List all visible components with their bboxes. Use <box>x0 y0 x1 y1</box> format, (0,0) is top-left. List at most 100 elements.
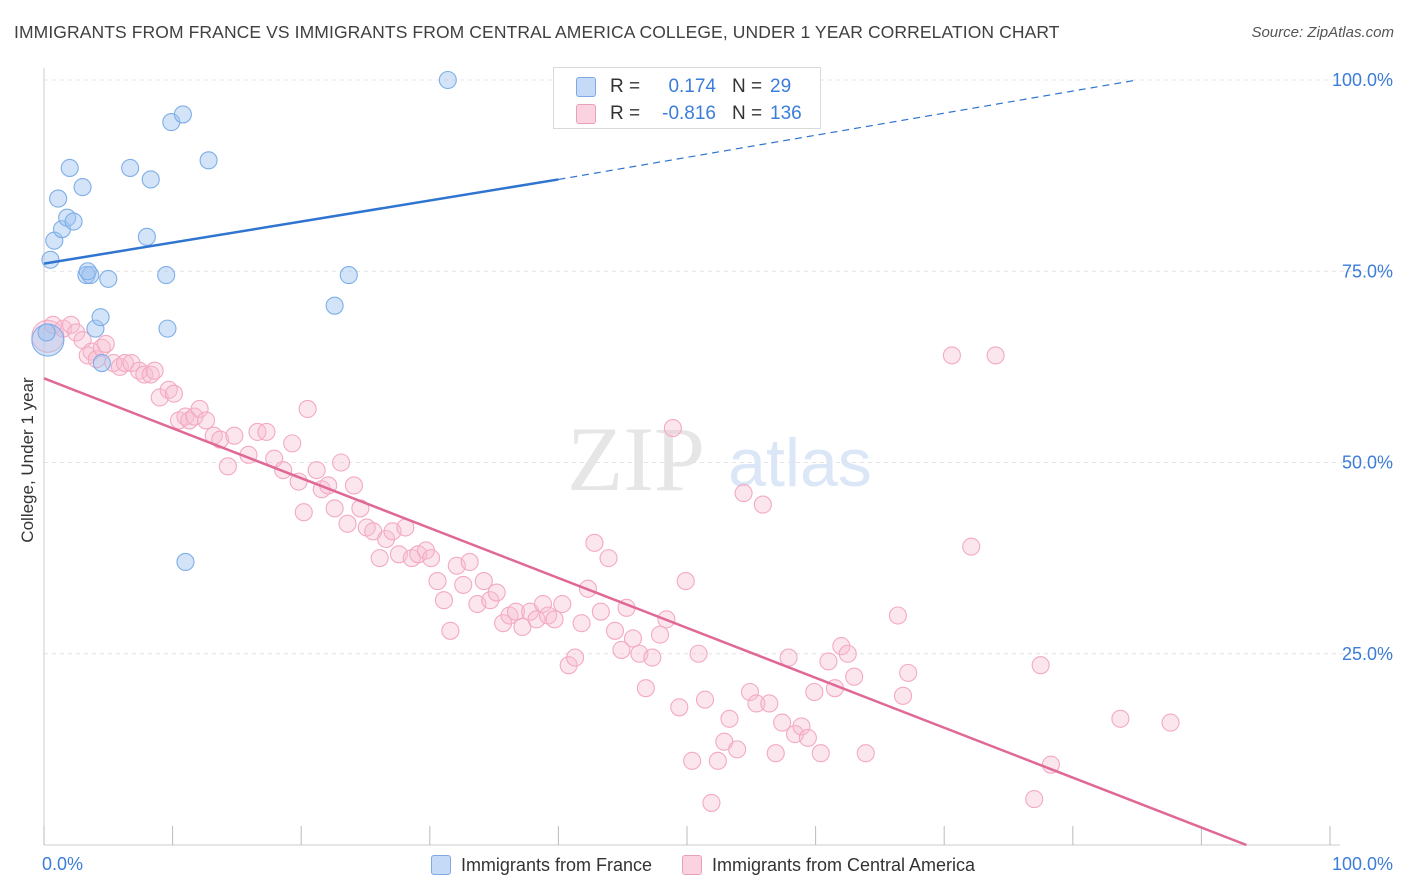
point-central-america <box>734 484 753 503</box>
point-central-america <box>572 614 591 633</box>
point-france <box>64 212 83 231</box>
point-central-america <box>792 717 811 736</box>
point-central-america <box>747 694 766 713</box>
point-france <box>86 319 105 338</box>
point-central-america <box>428 572 447 591</box>
point-central-america <box>164 384 183 403</box>
point-central-america <box>753 495 772 514</box>
point-central-america <box>338 514 357 533</box>
n-value: 29 <box>770 76 792 97</box>
point-central-america <box>962 537 981 556</box>
france-swatch <box>576 77 596 97</box>
r-label: R = <box>610 103 641 124</box>
r-label: R = <box>610 76 641 97</box>
point-france <box>141 170 160 189</box>
point-central-america <box>676 572 695 591</box>
point-central-america <box>689 644 708 663</box>
chart-title: IMMIGRANTS FROM FRANCE VS IMMIGRANTS FRO… <box>14 22 1060 42</box>
point-central-america <box>612 640 631 659</box>
point-central-america <box>190 399 209 419</box>
point-central-america <box>257 422 276 441</box>
legend-swatch-france <box>430 855 451 875</box>
point-central-america <box>545 610 564 629</box>
point-france <box>78 262 97 281</box>
point-central-america <box>513 617 532 637</box>
y-tick-label: 25.0% <box>1342 644 1393 664</box>
point-central-america <box>663 419 682 438</box>
point-central-america <box>506 602 526 621</box>
point-central-america <box>67 323 86 342</box>
point-central-america <box>307 461 326 480</box>
point-central-america <box>832 637 851 656</box>
legend-label-france: Immigrants from France <box>460 854 652 875</box>
point-central-america <box>1031 656 1050 675</box>
point-central-america <box>115 353 135 373</box>
point-central-america <box>122 353 141 373</box>
point-central-america <box>708 751 727 770</box>
point-central-america <box>196 411 216 430</box>
point-central-america <box>344 476 363 495</box>
n-label: N = <box>732 76 763 97</box>
point-central-america <box>695 690 715 709</box>
point-central-america <box>460 552 479 572</box>
point-central-america <box>798 728 817 747</box>
stats-row-central-america: R = -0.816 N = 136 <box>576 100 802 128</box>
point-central-america <box>591 602 610 621</box>
point-central-america <box>585 533 604 552</box>
point-central-america <box>702 793 721 812</box>
point-central-america <box>96 334 115 353</box>
point-central-america <box>819 652 838 671</box>
point-france <box>49 189 68 208</box>
point-france <box>41 250 60 269</box>
point-central-america <box>683 751 702 770</box>
point-central-america <box>893 686 913 705</box>
y-tick-label: 100.0% <box>1332 70 1393 90</box>
point-central-america <box>1161 713 1180 732</box>
point-france <box>157 266 176 285</box>
point-central-america <box>553 594 572 614</box>
x-tick-label: 100.0% <box>1332 854 1393 874</box>
point-central-america <box>599 549 618 568</box>
point-central-america <box>527 610 546 629</box>
point-central-america <box>766 744 785 763</box>
point-central-america <box>623 629 643 648</box>
point-central-america <box>811 744 830 763</box>
point-central-america <box>332 453 351 472</box>
y-tick-label: 50.0% <box>1342 453 1393 473</box>
point-france <box>158 319 177 338</box>
point-france <box>73 178 92 197</box>
chart-legend: Immigrants from France Immigrants from C… <box>0 852 1406 878</box>
stats-row-france: R = 0.174 N = 29 <box>576 73 791 101</box>
stats-legend-box: R = 0.174 N = 29 R = -0.816 N = 136 <box>553 67 821 129</box>
y-tick-label: 75.0% <box>1342 261 1393 281</box>
point-central-america <box>888 606 907 625</box>
point-france <box>339 266 358 285</box>
point-central-america <box>218 457 237 476</box>
point-central-america <box>559 656 578 675</box>
point-central-america <box>605 621 625 640</box>
central-america-swatch <box>576 104 596 124</box>
point-central-america <box>643 648 662 667</box>
point-central-america <box>728 740 747 759</box>
point-france <box>199 151 218 170</box>
point-central-america <box>494 614 513 633</box>
point-central-america <box>636 679 655 698</box>
point-central-america <box>370 549 389 568</box>
point-central-america <box>805 682 824 702</box>
point-central-america <box>533 594 553 614</box>
point-france <box>325 296 344 315</box>
point-central-america <box>986 346 1005 365</box>
trendline-france-projection <box>558 79 1138 181</box>
trendline-france <box>43 178 559 265</box>
point-france <box>60 158 79 178</box>
point-central-america <box>135 365 154 384</box>
point-france <box>438 70 457 90</box>
r-value: 0.174 <box>668 76 716 97</box>
point-central-america <box>481 591 500 610</box>
point-france <box>99 269 118 288</box>
point-france <box>176 552 195 572</box>
point-central-america <box>899 663 918 682</box>
point-france <box>173 105 192 124</box>
point-central-america <box>294 503 313 522</box>
